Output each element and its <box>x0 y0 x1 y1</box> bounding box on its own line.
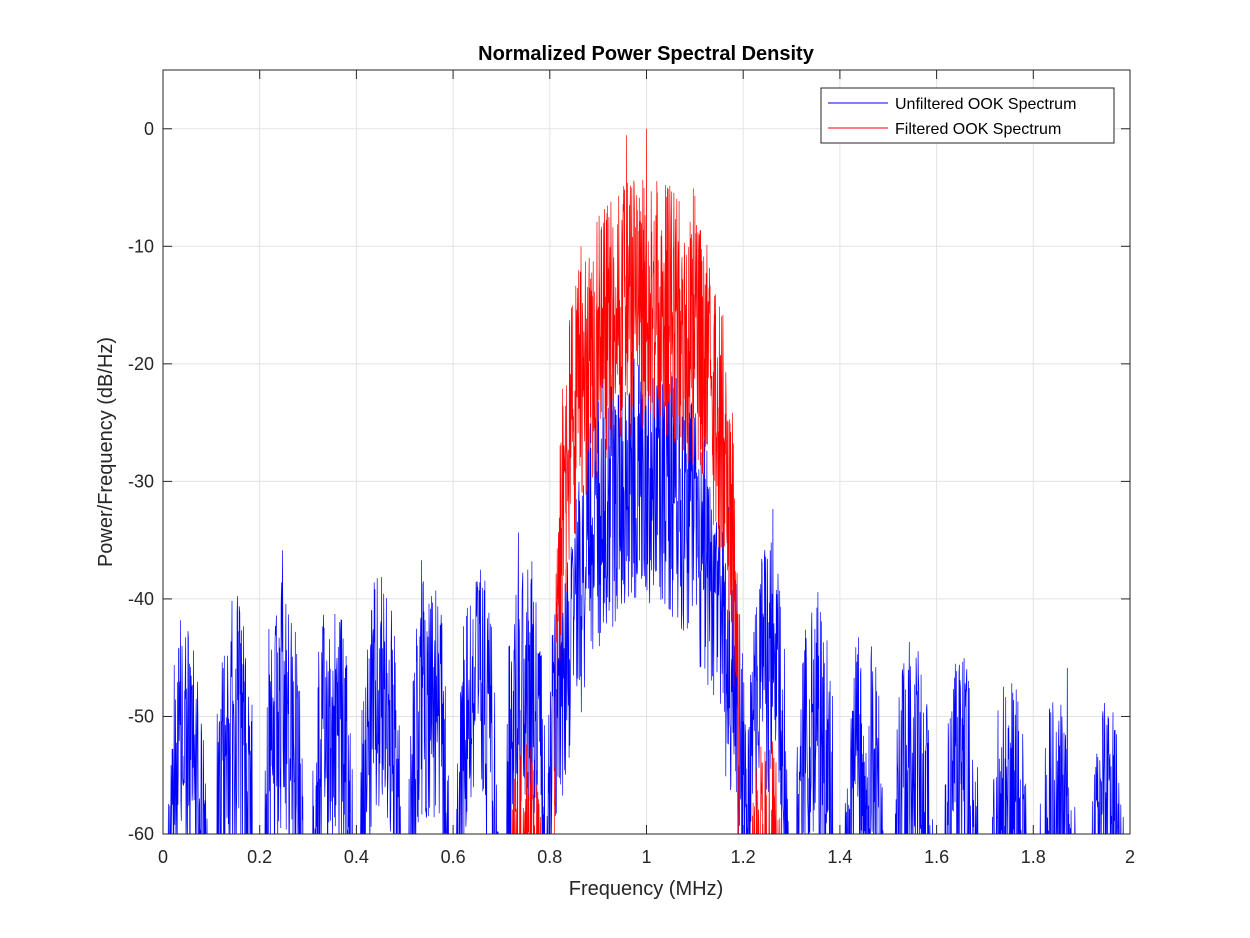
y-tick-label: -30 <box>128 471 154 491</box>
x-tick-label: 1.8 <box>1021 847 1046 867</box>
x-tick-label: 1.2 <box>731 847 756 867</box>
y-axis-ticks: 0 -10 -20 -30 -40 -50 -60 <box>128 119 1130 844</box>
series-line <box>167 351 1124 834</box>
x-tick-label: 0.6 <box>441 847 466 867</box>
x-tick-label: 1.6 <box>924 847 949 867</box>
x-tick-label: 2 <box>1125 847 1135 867</box>
x-axis-label: Frequency (MHz) <box>569 878 723 900</box>
chart-title: Normalized Power Spectral Density <box>478 43 815 65</box>
legend-label-unfiltered: Unfiltered OOK Spectrum <box>895 96 1076 113</box>
series-filtered-ook-spectrum <box>511 128 781 834</box>
x-tick-label: 0.2 <box>247 847 272 867</box>
series-line <box>511 128 781 834</box>
x-tick-label: 1 <box>641 847 651 867</box>
legend-label-filtered: Filtered OOK Spectrum <box>895 121 1061 138</box>
x-axis-ticks: 0 0.2 0.4 0.6 0.8 1 1.2 1.4 1.6 1.8 2 <box>158 70 1135 867</box>
x-tick-label: 0.8 <box>537 847 562 867</box>
series-unfiltered-ook-spectrum <box>167 351 1124 834</box>
legend: Unfiltered OOK Spectrum Filtered OOK Spe… <box>820 87 1115 144</box>
y-tick-label: 0 <box>144 119 154 139</box>
x-tick-label: 1.4 <box>827 847 852 867</box>
y-axis-label: Power/Frequency (dB/Hz) <box>95 337 117 567</box>
legend-box <box>820 87 1115 144</box>
x-tick-label: 0.4 <box>344 847 369 867</box>
y-tick-label: -50 <box>128 706 154 726</box>
x-tick-label: 0 <box>158 847 168 867</box>
y-tick-label: -20 <box>128 354 154 374</box>
y-tick-label: -40 <box>128 589 154 609</box>
y-tick-label: -10 <box>128 236 154 256</box>
y-tick-label: -60 <box>128 824 154 844</box>
